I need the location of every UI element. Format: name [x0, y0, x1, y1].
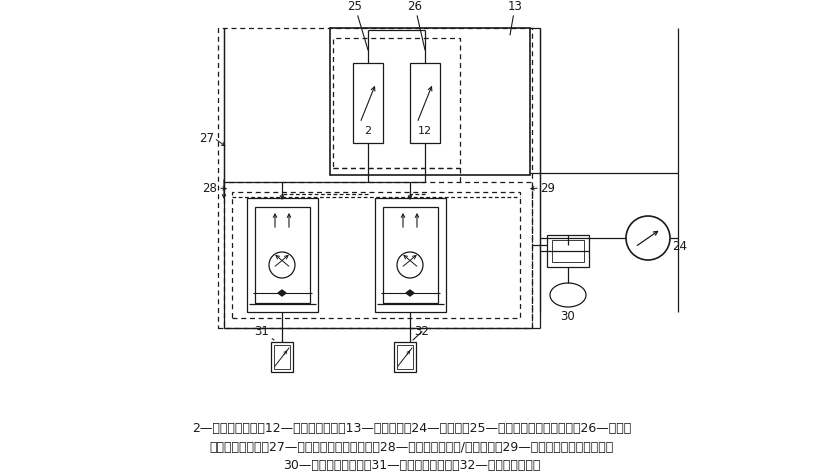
Text: 32: 32: [413, 325, 429, 340]
Bar: [410, 63, 440, 143]
Text: 26: 26: [408, 0, 425, 50]
Bar: [375, 198, 446, 312]
Circle shape: [397, 252, 423, 278]
Text: 30: 30: [560, 311, 575, 323]
Bar: [547, 235, 589, 267]
Bar: [247, 198, 318, 312]
Bar: [255, 207, 310, 303]
Ellipse shape: [550, 283, 586, 307]
Bar: [218, 28, 532, 328]
Polygon shape: [406, 290, 414, 296]
Text: 29: 29: [541, 181, 555, 194]
Text: （正向右行走）；27—先导阀（反向左行走）；28—先导控制阀（左/右行走）；29—先导阀（反向右行走）；: （正向右行走）；27—先导阀（反向左行走）；28—先导控制阀（左/右行走）；29…: [210, 441, 614, 455]
Text: 2—左行走控制阀；12—右行走控制阀；13—主控制阀；24—先导泵；25—先导阀（正向左行走）；26—先导阀: 2—左行走控制阀；12—右行走控制阀；13—主控制阀；24—先导泵；25—先导阀…: [192, 422, 632, 435]
Bar: [394, 342, 416, 372]
Bar: [271, 342, 293, 372]
Bar: [232, 192, 520, 318]
Text: 31: 31: [255, 325, 274, 340]
Bar: [333, 38, 460, 168]
Circle shape: [269, 252, 295, 278]
Circle shape: [626, 216, 670, 260]
Bar: [397, 345, 413, 369]
Bar: [353, 63, 383, 143]
Bar: [552, 240, 584, 262]
Text: 13: 13: [508, 0, 522, 35]
Text: 25: 25: [348, 0, 368, 50]
Bar: [383, 207, 438, 303]
Bar: [224, 182, 532, 328]
Text: 2: 2: [364, 126, 372, 136]
Text: 28: 28: [203, 181, 218, 194]
Text: 24: 24: [672, 239, 687, 253]
Text: 30—液压启动控制阀；31—左行走压力开关；32—右行走压力开关: 30—液压启动控制阀；31—左行走压力开关；32—右行走压力开关: [283, 459, 541, 472]
Bar: [330, 28, 530, 175]
Polygon shape: [278, 290, 286, 296]
Bar: [274, 345, 290, 369]
Text: 27: 27: [199, 132, 214, 144]
Text: 12: 12: [418, 126, 432, 136]
